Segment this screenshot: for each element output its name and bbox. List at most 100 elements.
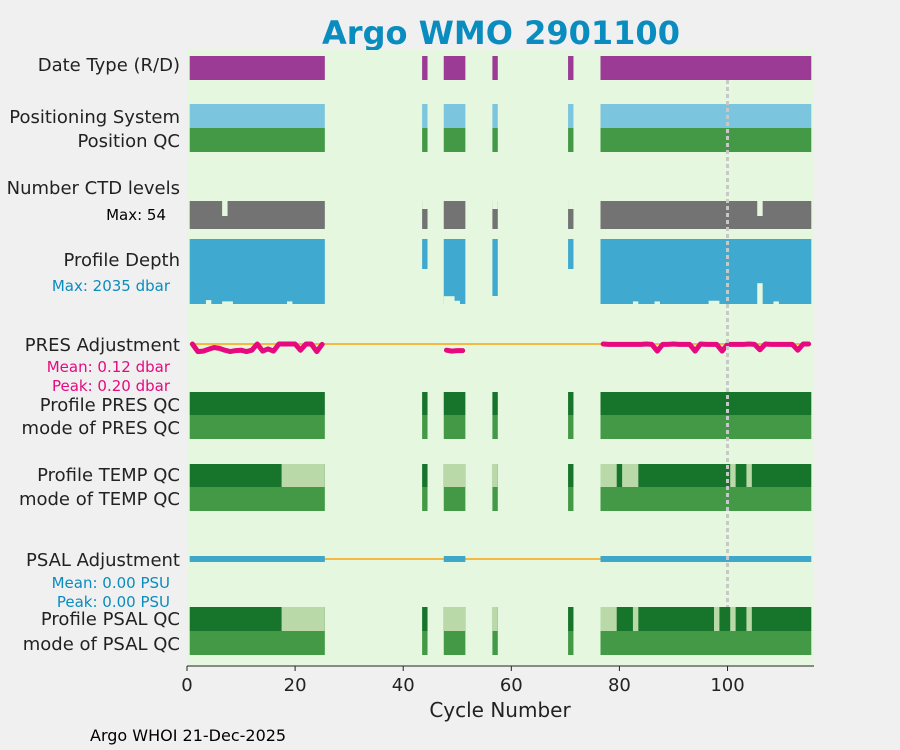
mode-temp-qc-bar <box>422 487 428 511</box>
positioning-system-bar <box>492 104 498 128</box>
profile-depth-bar <box>600 239 812 304</box>
row-label: Number CTD levels <box>7 178 180 199</box>
mode-temp-qc-bar <box>189 487 325 511</box>
row-label: PRES Adjustment <box>25 335 180 356</box>
profile-psal-qc-bar <box>600 607 812 631</box>
profile-psal-qc-light <box>746 607 752 631</box>
chart-title: Argo WMO 2901100 <box>322 14 680 52</box>
positioning-system-bar <box>568 104 574 128</box>
profile-pres-qc-bar <box>568 392 574 415</box>
profile-psal-qc-bar <box>422 607 428 631</box>
profile-pres-qc-bar <box>189 392 325 415</box>
mode-psal-qc-bar <box>443 631 466 655</box>
x-axis: 0 20 40 60 80 100 <box>181 665 814 696</box>
x-tick-label: 0 <box>181 675 192 696</box>
data-type-bar <box>189 56 325 80</box>
mode-pres-qc-bar <box>600 415 812 439</box>
footer-credit: Argo WHOI 21-Dec-2025 <box>90 726 286 745</box>
ctd-levels-dip <box>222 201 228 216</box>
profile-pres-qc-bar <box>492 392 498 415</box>
plot-area <box>187 50 814 666</box>
profile-depth-notch <box>286 301 293 304</box>
positioning-system-bar <box>189 104 325 128</box>
profile-psal-qc-bar <box>568 607 574 631</box>
profile-depth-bar <box>189 239 325 304</box>
profile-pres-qc-bar <box>443 392 466 415</box>
pres-adjustment-line <box>600 341 812 354</box>
mode-pres-qc-bar <box>422 415 428 439</box>
x-tick-label: 20 <box>284 675 307 696</box>
mode-pres-qc-bar <box>568 415 574 439</box>
psal-peak-label: Peak: 0.00 PSU <box>57 593 170 611</box>
ctd-max-label: Max: 54 <box>106 206 166 224</box>
mode-temp-qc-bar <box>600 487 812 511</box>
profile-depth-bar <box>568 239 574 269</box>
mode-psal-qc-bar <box>492 631 498 655</box>
mode-pres-qc-bar <box>189 415 325 439</box>
ctd-levels-bar <box>443 201 466 229</box>
row-label: PSAL Adjustment <box>26 550 180 571</box>
profile-psal-qc-light <box>492 607 498 631</box>
mode-psal-qc-bar <box>600 631 812 655</box>
profile-psal-qc-light <box>443 607 466 631</box>
row-label: mode of TEMP QC <box>19 489 180 510</box>
ctd-levels-gap <box>568 201 574 209</box>
profile-depth-notch <box>708 300 720 304</box>
profile-depth-notch <box>443 296 455 304</box>
profile-psal-qc-light <box>714 607 720 631</box>
pres-peak-label: Peak: 0.20 dbar <box>52 377 171 395</box>
profile-depth-bar <box>492 239 498 296</box>
mode-psal-qc-bar <box>568 631 574 655</box>
profile-temp-qc-light <box>746 464 752 487</box>
position-qc-bar <box>422 128 428 152</box>
position-qc-bar <box>189 128 325 152</box>
profile-depth-notch <box>454 300 460 304</box>
ctd-levels-gap <box>422 201 428 209</box>
position-qc-bar <box>600 128 812 152</box>
mode-pres-qc-bar <box>492 415 498 439</box>
row-label: Profile TEMP QC <box>37 465 180 486</box>
profile-temp-qc-light <box>281 464 325 487</box>
row-label: mode of PSAL QC <box>23 634 180 655</box>
profile-psal-qc-light <box>281 607 325 631</box>
x-tick-label: 60 <box>500 675 523 696</box>
data-type-bar <box>492 56 498 80</box>
x-tick-label: 40 <box>392 675 415 696</box>
row-label: Positioning System <box>9 107 180 128</box>
data-marks <box>189 56 812 655</box>
profile-depth-notch <box>205 300 212 304</box>
profile-psal-qc-light <box>632 607 639 631</box>
positioning-system-bar <box>443 104 466 128</box>
ctd-levels-bar <box>189 201 325 229</box>
row-label: Profile Depth <box>63 250 180 271</box>
data-type-bar <box>422 56 428 80</box>
data-type-bar <box>443 56 466 80</box>
data-type-bar <box>568 56 574 80</box>
profile-temp-qc-bar <box>600 464 812 487</box>
mode-psal-qc-bar <box>422 631 428 655</box>
profile-temp-qc-bar <box>422 464 428 487</box>
ctd-levels-gap <box>492 201 498 209</box>
profile-depth-notch <box>632 301 639 304</box>
profile-depth-notch <box>222 301 233 304</box>
pres-adjustment-line <box>443 347 466 354</box>
profile-temp-qc-light <box>443 464 466 487</box>
pres-mean-label: Mean: 0.12 dbar <box>47 358 171 376</box>
profile-temp-qc-light <box>622 464 639 487</box>
profile-temp-qc-light <box>600 464 617 487</box>
x-axis-label: Cycle Number <box>429 698 571 722</box>
x-tick-label: 100 <box>710 675 744 696</box>
positioning-system-bar <box>600 104 812 128</box>
ctd-levels-bar <box>600 201 812 229</box>
mode-temp-qc-bar <box>443 487 466 511</box>
ctd-levels-dip <box>757 201 763 216</box>
psal-mean-label: Mean: 0.00 PSU <box>52 574 170 592</box>
ctd-levels-bar <box>492 201 498 229</box>
ctd-levels-bar <box>422 201 428 229</box>
row-labels: Date Type (R/D) Positioning System Positio… <box>7 55 180 655</box>
pres-adjustment-line <box>189 341 325 355</box>
mode-temp-qc-bar <box>568 487 574 511</box>
mode-temp-qc-bar <box>492 487 498 511</box>
position-qc-bar <box>443 128 466 152</box>
